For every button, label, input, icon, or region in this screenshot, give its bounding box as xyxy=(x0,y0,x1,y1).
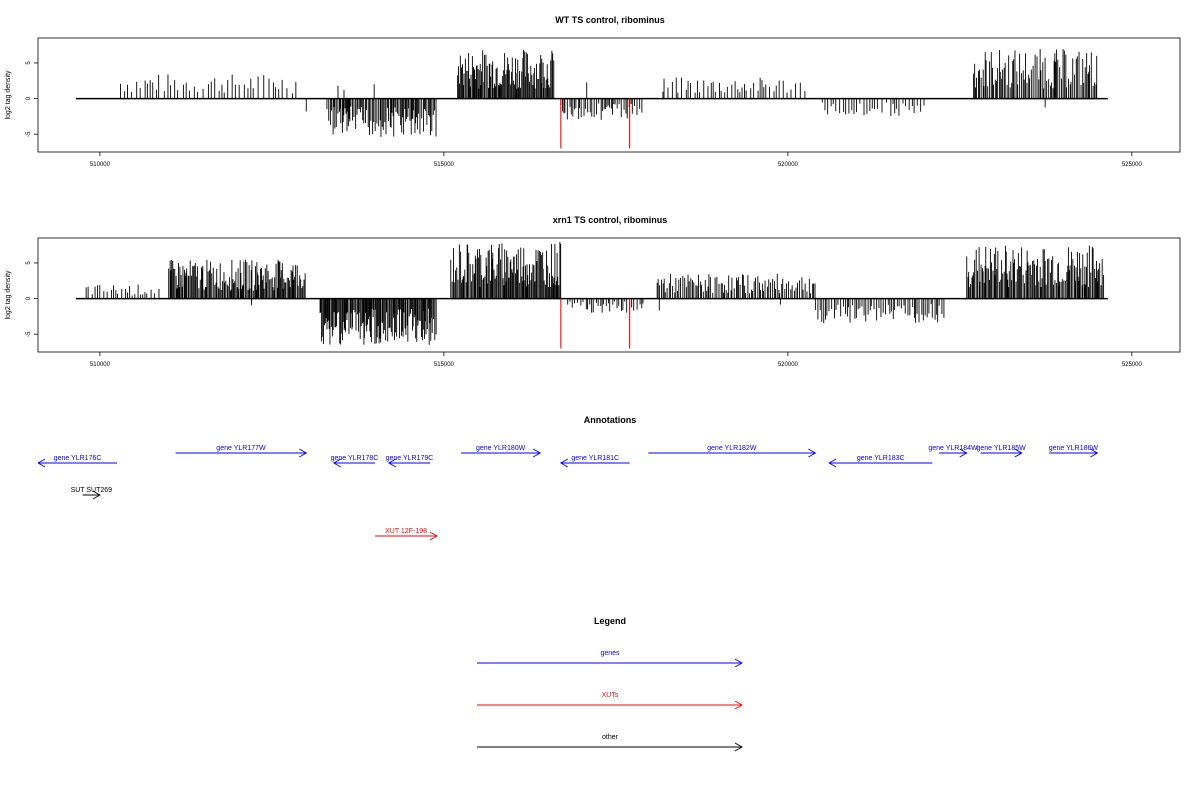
arrow-head-left xyxy=(387,458,397,468)
y-tick-label: 0 xyxy=(26,296,32,300)
x-tick-label: 510000 xyxy=(90,162,111,168)
x-tick-label: 525000 xyxy=(1122,362,1143,368)
y-axis-label: log2 tag density xyxy=(5,270,12,320)
annotation-feature: gene YLR177W xyxy=(175,445,308,458)
legend-arrow-head xyxy=(734,742,743,752)
x-tick-label: 525000 xyxy=(1122,162,1143,168)
legend-item: XUTs xyxy=(477,692,743,710)
feature-label: gene YLR182W xyxy=(707,445,757,452)
legend-item: genes xyxy=(477,650,743,668)
annotation-feature: gene YLR179C xyxy=(386,455,434,468)
annotation-feature: XUT 12F-198 xyxy=(375,528,438,541)
annotation-feature: SUT SUT269 xyxy=(71,487,113,500)
x-tick-label: 520000 xyxy=(778,162,799,168)
legend-title: Legend xyxy=(594,616,626,626)
feature-label: XUT 12F-198 xyxy=(385,528,427,535)
feature-label: gene YLR184W xyxy=(928,445,978,452)
arrow-head-right xyxy=(92,490,101,500)
y-tick-label: -5 xyxy=(26,131,32,137)
x-tick-label: 520000 xyxy=(778,362,799,368)
annotations-title: Annotations xyxy=(584,415,637,425)
y-axis-label: log2 tag density xyxy=(5,70,12,120)
x-tick-label: 515000 xyxy=(434,362,455,368)
arrow-head-left xyxy=(559,458,569,468)
arrow-head-right xyxy=(299,448,308,458)
plot-frame xyxy=(37,37,1181,153)
arrow-head-right xyxy=(532,448,542,458)
legend-label: genes xyxy=(600,650,620,657)
annotation-feature: gene YLR180W xyxy=(461,445,542,458)
annotations-panel: Annotations gene YLR176C gene YLR177W gene… xyxy=(38,415,1099,541)
arrow-head-right xyxy=(959,448,968,458)
feature-label: gene YLR177W xyxy=(216,445,266,452)
legend-item: other xyxy=(477,734,743,752)
xrn1-density-panel: xrn1 TS control, ribominus log2 tag densi… xyxy=(5,215,1181,368)
annotation-feature: gene YLR178C xyxy=(331,455,379,468)
annotation-feature: gene YLR176C xyxy=(38,455,118,468)
plot-title: WT TS control, ribominus xyxy=(555,15,665,25)
y-tick-label: 5 xyxy=(26,261,32,265)
arrow-head-left xyxy=(332,458,342,468)
density-bars xyxy=(85,241,1105,345)
legend-arrow-head xyxy=(734,700,743,710)
annotation-feature: gene YLR184W xyxy=(928,445,978,458)
legend-label: XUTs xyxy=(602,692,619,699)
legend-panel: Legend genes XUTs other xyxy=(477,616,743,752)
density-bars xyxy=(120,49,1098,137)
feature-label: gene YLR183C xyxy=(857,455,905,462)
y-tick-label: 0 xyxy=(26,96,32,100)
arrow-head-left xyxy=(38,458,46,468)
arrow-head-right xyxy=(429,531,438,541)
feature-label: SUT SUT269 xyxy=(71,487,113,494)
x-tick-label: 510000 xyxy=(90,362,111,368)
arrow-head-right xyxy=(1090,448,1099,458)
arrow-head-right xyxy=(1014,448,1023,458)
feature-label: gene YLR185W xyxy=(976,445,1026,452)
annotation-feature: gene YLR185W xyxy=(976,445,1026,458)
y-tick-label: 5 xyxy=(26,61,32,65)
legend-arrow-head xyxy=(734,658,743,668)
annotation-feature: gene YLR183C xyxy=(828,455,933,468)
feature-label: gene YLR180W xyxy=(476,445,526,452)
arrow-head-right xyxy=(808,448,817,458)
annotation-feature: gene YLR186W xyxy=(1049,445,1099,458)
plot-title: xrn1 TS control, ribominus xyxy=(553,215,668,225)
legend-label: other xyxy=(602,734,619,741)
x-tick-label: 515000 xyxy=(434,162,455,168)
feature-label: gene YLR176C xyxy=(54,455,102,462)
feature-label: gene YLR181C xyxy=(571,455,619,462)
arrow-head-left xyxy=(828,458,837,468)
feature-label: gene YLR178C xyxy=(331,455,379,462)
plot-frame xyxy=(37,237,1181,353)
feature-label: gene YLR186W xyxy=(1049,445,1099,452)
feature-label: gene YLR179C xyxy=(386,455,434,462)
wt-density-panel: WT TS control, ribominus log2 tag density… xyxy=(5,15,1181,168)
annotation-feature: gene YLR182W xyxy=(648,445,817,458)
y-tick-label: -5 xyxy=(26,331,32,337)
annotation-feature: gene YLR181C xyxy=(559,455,630,468)
